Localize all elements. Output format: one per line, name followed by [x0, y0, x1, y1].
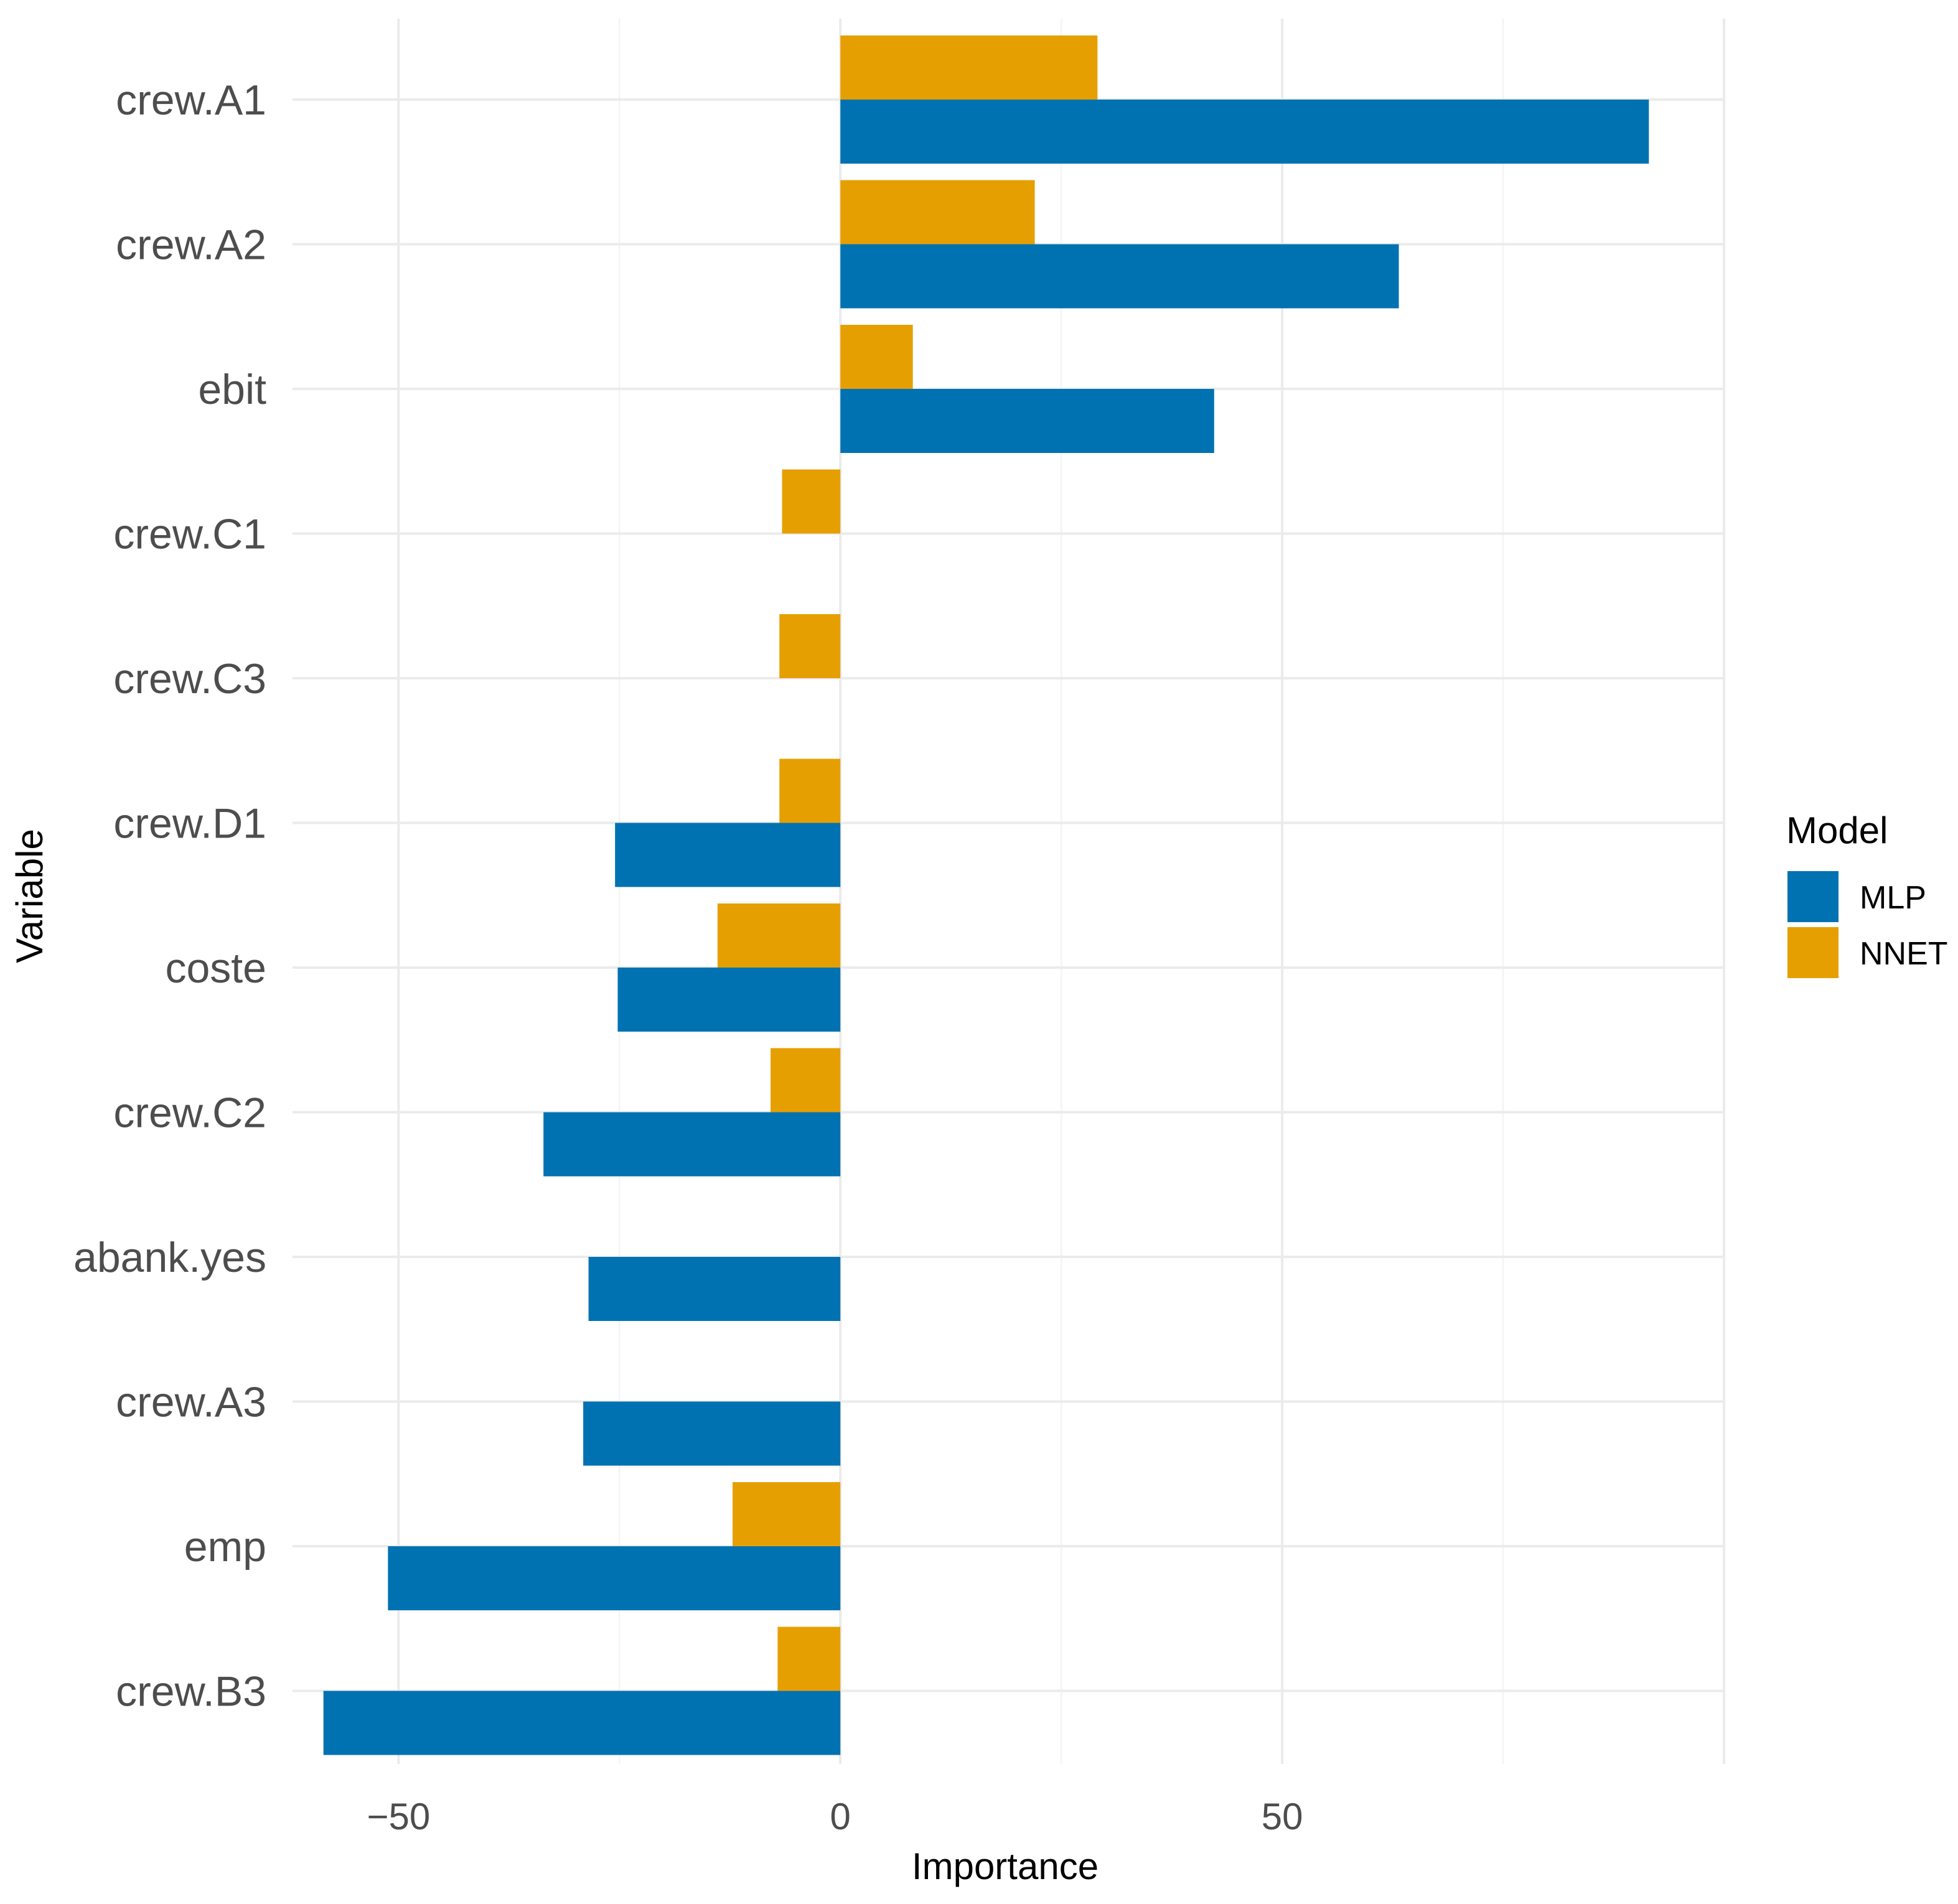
- bars: [323, 35, 1649, 1755]
- bar-mlp-crew-C2: [543, 1112, 841, 1177]
- x-tick-label: −50: [367, 1796, 430, 1837]
- bar-mlp-crew-A3: [583, 1401, 841, 1466]
- bar-nnet-ebit: [840, 325, 913, 389]
- bar-nnet-crew-C1: [782, 469, 841, 534]
- legend: Model MLP NNET: [1786, 810, 1948, 978]
- bar-mlp-ebit: [840, 389, 1214, 453]
- y-tick-label: crew.D1: [113, 800, 266, 847]
- grid-lines: [293, 19, 1725, 1764]
- bar-nnet-emp: [733, 1482, 841, 1546]
- y-tick-label: crew.B3: [116, 1668, 266, 1715]
- y-tick-label: ebit: [198, 366, 266, 413]
- y-tick-label: crew.A2: [116, 222, 266, 269]
- y-tick-label: crew.C1: [113, 511, 266, 558]
- bar-nnet-crew-B3: [777, 1626, 841, 1691]
- bar-mlp-crew-B3: [323, 1691, 841, 1755]
- y-tick-labels: crew.A1 crew.A2 ebit crew.C1 crew.C3 crew.D1 c…: [73, 77, 266, 1715]
- legend-key-mlp: [1787, 871, 1839, 922]
- y-tick-label: abank.yes: [73, 1234, 266, 1281]
- bar-mlp-crew-A1: [840, 100, 1649, 164]
- x-tick-labels: −50 0 50: [367, 1796, 1303, 1837]
- y-tick-label: crew.A3: [116, 1379, 266, 1426]
- bar-nnet-crew-A1: [840, 35, 1098, 100]
- legend-title: Model: [1786, 810, 1888, 851]
- y-tick-label: crew.C3: [113, 655, 266, 702]
- x-tick-label: 0: [830, 1796, 851, 1837]
- y-tick-label: emp: [184, 1523, 266, 1570]
- bar-nnet-crew-C2: [771, 1048, 841, 1113]
- bar-mlp-coste: [617, 968, 841, 1032]
- legend-label-nnet: NNET: [1860, 936, 1948, 972]
- bar-nnet-crew-C3: [779, 614, 841, 678]
- y-tick-label: crew.C2: [113, 1090, 266, 1137]
- bar-mlp-abank-yes: [588, 1257, 841, 1321]
- bar-mlp-crew-D1: [615, 823, 841, 887]
- bar-mlp-emp: [388, 1546, 841, 1610]
- bar-nnet-crew-D1: [779, 758, 841, 823]
- x-tick-label: 50: [1262, 1796, 1303, 1837]
- y-tick-label: coste: [165, 945, 266, 992]
- y-axis-title: Variable: [9, 829, 50, 963]
- legend-label-mlp: MLP: [1860, 880, 1926, 916]
- bar-mlp-crew-A2: [840, 244, 1399, 309]
- y-tick-label: crew.A1: [116, 77, 266, 124]
- legend-key-nnet: [1787, 927, 1839, 978]
- bar-nnet-coste: [717, 903, 841, 968]
- bar-nnet-crew-A2: [840, 180, 1035, 245]
- x-axis-title: Importance: [912, 1846, 1098, 1887]
